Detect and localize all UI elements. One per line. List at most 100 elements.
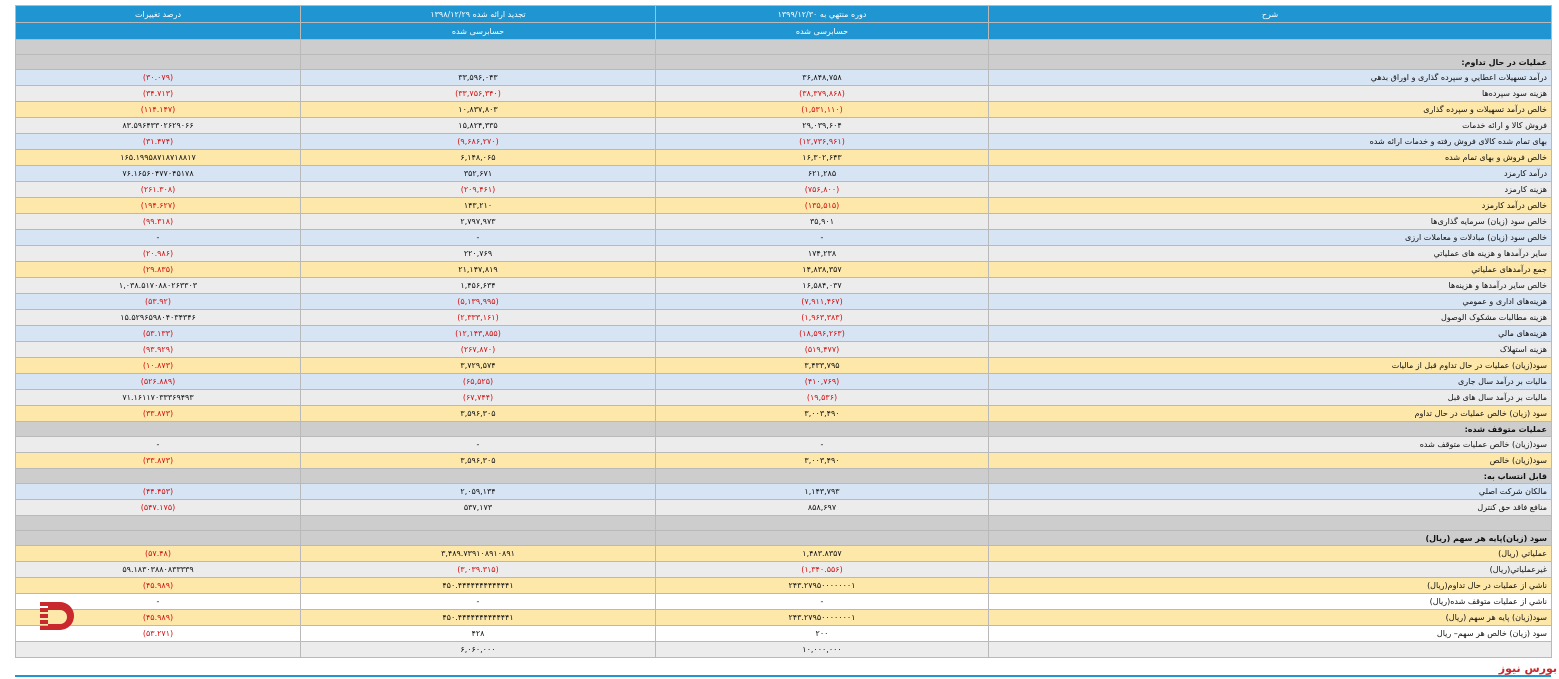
table-row: (۱۹۴.۶۲۷) ۱۴۳,۲۱۰ (۱۳۵,۵۱۵) خالص درآمد کارم…	[15, 197, 1552, 214]
table-row: - - - سود(زیان) خالص عملیات متوقف شده	[15, 436, 1552, 453]
cell-desc: هزینه‌های مالي	[988, 325, 1552, 342]
cell-previous	[300, 530, 656, 546]
cell-change: -	[15, 593, 301, 610]
cell-current: (۷,۹۱۱,۴۶۷)	[655, 293, 989, 310]
table-row: (۳۴.۷۱۳) (۳۳,۷۵۶,۳۴۰) (۳۸,۳۷۹,۸۶۸) هزینه سو…	[15, 85, 1552, 102]
cell-desc: هزینه سود سپرده‌ها	[988, 85, 1552, 102]
cell-change: (۵۳.۱۳۳)	[15, 325, 301, 342]
table-row: (۹۹.۳۱۸) ۲,۷۹۷,۹۷۳ ۳۵,۹۰۱ خالص سود (زیان) س…	[15, 213, 1552, 230]
cell-previous: -	[300, 436, 656, 453]
cell-change: ۱۶۵.۱۹۹۵۸۷۱۸۷۱۸۸۱۷	[15, 149, 301, 166]
cell-previous: ۳۵۲,۶۷۱	[300, 165, 656, 182]
cell-previous	[300, 39, 656, 55]
header-sub-change	[15, 22, 301, 40]
cell-desc: ناشي از عملیات در حال تداوم(ریال)	[988, 577, 1552, 594]
cell-current: ۲۴۳.۲۷۹۵۰۰۰۰۰۰۰۱	[655, 577, 989, 594]
cell-previous: ۵۳۷,۱۷۳	[300, 499, 656, 516]
table-row: (۱۱۴.۱۴۷) ۱۰,۸۳۷,۸۰۳ (۱,۵۳۱,۱۱۰) خالص درآمد…	[15, 101, 1552, 118]
table-row: (۳۱.۴۷۴) (۹,۶۸۶,۲۷۰) (۱۲,۷۳۶,۹۶۱) بهای تمام…	[15, 133, 1552, 150]
cell-desc: سایر درآمدها و هزینه های عملیاتي	[988, 245, 1552, 262]
cell-current: ۲۴۳.۲۷۹۵۰۰۰۰۰۰۰۱	[655, 609, 989, 626]
cell-change: (۵۲۶.۸۸۹)	[15, 373, 301, 390]
cell-current: ۱,۱۴۳,۷۹۳	[655, 483, 989, 500]
cell-desc: فروش کالا و ارائه خدمات	[988, 117, 1552, 134]
cell-previous: ۶,۱۴۸,۰۶۵	[300, 149, 656, 166]
cell-change	[15, 515, 301, 531]
cell-current: ۳۶,۸۴۸,۷۵۸	[655, 69, 989, 86]
income-statement-table: درصد تغییرات تجدید ارائه شده ۱۳۹۸/۱۲/۲۹ …	[15, 5, 1552, 658]
table-row: ۷۱.۱۶۱۱۷۰۳۳۳۶۹۴۹۳ (۶۷,۷۴۴) (۱۹,۵۳۶) مالیات …	[15, 389, 1552, 406]
cell-change	[15, 54, 301, 70]
cell-desc: سود(زیان) خالص	[988, 452, 1552, 469]
cell-current	[655, 39, 989, 55]
table-row: (۴۵.۹۸۹) ۴۵۰.۴۴۴۴۴۴۴۴۴۴۴۴۱ ۲۴۳.۲۷۹۵۰۰۰۰۰۰۰…	[15, 577, 1552, 594]
cell-desc: درآمد تسهیلات اعطایي و سپرده گذاری و اور…	[988, 69, 1552, 86]
table-row: (۴۴.۴۵۳) ۲,۰۵۹,۱۳۴ ۱,۱۴۳,۷۹۳ مالکان شرکت اص…	[15, 483, 1552, 500]
cell-previous: ۲,۰۵۹,۱۳۴	[300, 483, 656, 500]
cell-desc: عملیات در حال تداوم:	[988, 54, 1552, 70]
cell-desc: هزینه کارمزد	[988, 181, 1552, 198]
cell-current: ۳,۰۰۳,۴۹۰	[655, 405, 989, 422]
cell-desc: جمع درآمدهای عملیاتي	[988, 261, 1552, 278]
cell-previous: ۴۵۰.۴۴۴۴۴۴۴۴۴۴۴۴۱	[300, 577, 656, 594]
cell-previous: (۲۶۷,۸۷۰)	[300, 341, 656, 358]
cell-previous	[300, 468, 656, 484]
cell-previous: ۴۵۰.۴۴۴۴۴۴۴۴۴۴۴۴۱	[300, 609, 656, 626]
cell-desc: سود(زیان) پایه هر سهم (ریال)	[988, 609, 1552, 626]
table-row: ۱۶۵.۱۹۹۵۸۷۱۸۷۱۸۸۱۷ ۶,۱۴۸,۰۶۵ ۱۶,۳۰۲,۶۴۳ خال…	[15, 149, 1552, 166]
cell-current: ۱۷۴,۲۳۸	[655, 245, 989, 262]
cell-current: ۱۴,۸۳۸,۳۵۷	[655, 261, 989, 278]
cell-current: ۲۹,۰۳۹,۶۰۴	[655, 117, 989, 134]
cell-change: ۱۵.۵۲۹۶۵۹۸۰۴۰۳۴۳۴۶	[15, 309, 301, 326]
cell-desc: مالیات بر درآمد سال های قبل	[988, 389, 1552, 406]
borsnews-logo-icon	[40, 602, 74, 630]
table-row: ۷۶.۱۶۵۶۰۴۷۷۰۴۵۱۷۸ ۳۵۲,۶۷۱ ۶۲۱,۲۸۵ درآمد کار…	[15, 165, 1552, 182]
cell-desc: مالیات بر درآمد سال جاری	[988, 373, 1552, 390]
cell-desc: عملیاتي (ریال)	[988, 545, 1552, 562]
cell-previous: ۳۳,۵۹۶,۰۴۳	[300, 69, 656, 86]
table-row: (۵۴۷.۱۷۵) ۵۳۷,۱۷۳ ۸۵۸,۶۹۷ منافع فاقد حق کنت…	[15, 499, 1552, 516]
cell-current: -	[655, 436, 989, 453]
cell-current	[655, 54, 989, 70]
cell-change: (۵۴۷.۱۷۵)	[15, 499, 301, 516]
table-row: (۵۲۶.۸۸۹) (۶۵,۵۲۵) (۴۱۰,۷۶۹) مالیات بر درآم…	[15, 373, 1552, 390]
cell-current: (۱,۹۶۳,۳۸۳)	[655, 309, 989, 326]
cell-current	[655, 515, 989, 531]
cell-previous: ۱,۴۵۶,۶۳۴	[300, 277, 656, 294]
cell-desc	[988, 515, 1552, 531]
cell-desc: بهای تمام شده کالای فروش رفته و خدمات ار…	[988, 133, 1552, 150]
cell-previous: ۳,۷۲۹,۵۷۴	[300, 357, 656, 374]
header-row: درصد تغییرات تجدید ارائه شده ۱۳۹۸/۱۲/۲۹ …	[15, 5, 1552, 23]
section-row	[15, 515, 1552, 531]
cell-previous: ۱۵,۸۲۴,۳۳۵	[300, 117, 656, 134]
bottom-rule	[15, 675, 1551, 677]
cell-change: (۱۹۴.۶۲۷)	[15, 197, 301, 214]
header-description: شرح	[988, 5, 1552, 23]
cell-previous: (۶۷,۷۴۴)	[300, 389, 656, 406]
cell-change	[15, 421, 301, 437]
cell-current: ۱,۴۸۳.۸۳۵۷	[655, 545, 989, 562]
cell-desc: ناشي از عملیات متوقف شده(ریال)	[988, 593, 1552, 610]
cell-desc: درآمد کارمزد	[988, 165, 1552, 182]
cell-current: (۵۱۹,۴۷۷)	[655, 341, 989, 358]
cell-previous: ۲۲۰,۷۶۹	[300, 245, 656, 262]
cell-change: (۳۰.۰۷۹)	[15, 69, 301, 86]
cell-current: ۱۶,۵۸۴,۰۳۷	[655, 277, 989, 294]
cell-current: (۱۸,۵۹۶,۲۶۳)	[655, 325, 989, 342]
table-row: (۲۶۱.۳۰۸) (۲۰۹,۴۶۱) (۷۵۶,۸۰۰) هزینه کارمزد	[15, 181, 1552, 198]
cell-previous: ۳,۵۹۶,۳۰۵	[300, 452, 656, 469]
cell-desc: سود(زیان) عملیات در حال تداوم قبل از مال…	[988, 357, 1552, 374]
cell-current: (۳۸,۳۷۹,۸۶۸)	[655, 85, 989, 102]
cell-desc: خالص درآمد تسهیلات و سپرده گذاری	[988, 101, 1552, 118]
section-row	[15, 39, 1552, 55]
cell-change: (۴۵.۹۸۹)	[15, 577, 301, 594]
cell-desc: غیرعملیاتي(ریال)	[988, 561, 1552, 578]
section-row: عملیات در حال تداوم:	[15, 54, 1552, 70]
table-row: - - - ناشي از عملیات متوقف شده(ریال)	[15, 593, 1552, 610]
cell-previous	[300, 54, 656, 70]
cell-change: (۹۹.۳۱۸)	[15, 213, 301, 230]
cell-previous: -	[300, 229, 656, 246]
cell-change: ۷۶.۱۶۵۶۰۴۷۷۰۴۵۱۷۸	[15, 165, 301, 182]
cell-change	[15, 530, 301, 546]
table-body: عملیات در حال تداوم: (۳۰.۰۷۹) ۳۳,۵۹۶,۰۴۳ ۳۶…	[15, 39, 1552, 658]
